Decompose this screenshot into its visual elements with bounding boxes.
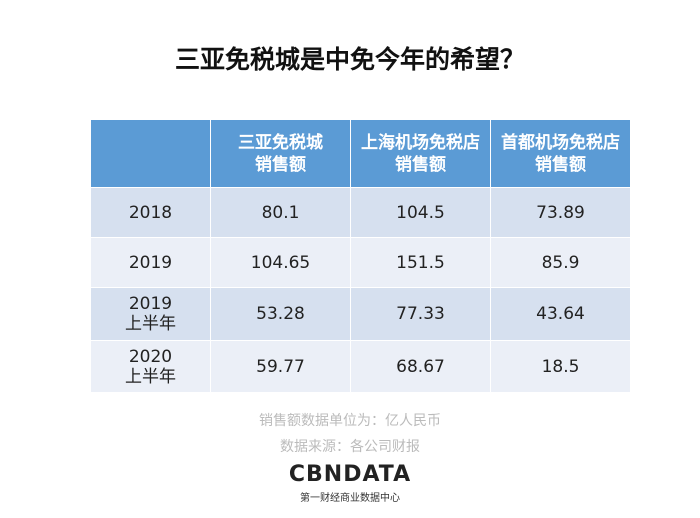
row-label-line: 上半年 bbox=[125, 366, 176, 387]
header-line: 上海机场免税店 bbox=[361, 132, 480, 153]
value-cell: 80.1 bbox=[210, 187, 351, 238]
value-cell: 18.5 bbox=[490, 340, 631, 393]
logo-tagline: 第一财经商业数据中心 bbox=[300, 493, 400, 504]
header-cell: 首都机场免税店 销售额 bbox=[490, 120, 631, 188]
value-cell: 43.64 bbox=[490, 287, 631, 341]
header-line: 销售额 bbox=[255, 154, 306, 175]
corner-cell bbox=[90, 120, 211, 188]
logo: CBNDATA bbox=[288, 462, 412, 487]
row-label: 2018 bbox=[90, 187, 211, 238]
value-cell: 53.28 bbox=[210, 287, 351, 341]
value-cell: 151.5 bbox=[350, 237, 491, 288]
row-label-line: 2020 bbox=[128, 346, 173, 367]
header-line: 三亚免税城 bbox=[238, 132, 323, 153]
value-cell: 104.65 bbox=[210, 237, 351, 288]
header-line: 销售额 bbox=[395, 154, 446, 175]
row-label-line: 2019 bbox=[128, 294, 173, 314]
table-row: 2020 上半年 59.77 68.67 18.5 bbox=[90, 340, 631, 393]
unit-note: 销售额数据单位为：亿人民币 bbox=[259, 413, 441, 429]
source-note: 数据来源：各公司财报 bbox=[280, 439, 420, 455]
value-cell: 104.5 bbox=[350, 187, 491, 238]
row-label-line: 2019 bbox=[128, 252, 173, 273]
header-cell: 上海机场免税店 销售额 bbox=[350, 120, 491, 188]
header-row: 三亚免税城 销售额 上海机场免税店 销售额 首都机场免税店 销售额 bbox=[90, 120, 631, 188]
row-label-line: 2018 bbox=[128, 202, 173, 223]
row-label-line: 上半年 bbox=[125, 314, 176, 334]
value-cell: 59.77 bbox=[210, 340, 351, 393]
table-row: 2018 80.1 104.5 73.89 bbox=[90, 187, 631, 238]
header-cell: 三亚免税城 销售额 bbox=[210, 120, 351, 188]
header-line: 首都机场免税店 bbox=[501, 132, 620, 153]
value-cell: 77.33 bbox=[350, 287, 491, 341]
row-label: 2019 上半年 bbox=[90, 287, 211, 341]
table-row: 2019 104.65 151.5 85.9 bbox=[90, 237, 631, 288]
row-label: 2019 bbox=[90, 237, 211, 288]
value-cell: 73.89 bbox=[490, 187, 631, 238]
header-line: 销售额 bbox=[535, 154, 586, 175]
value-cell: 85.9 bbox=[490, 237, 631, 288]
value-cell: 68.67 bbox=[350, 340, 491, 393]
table-row: 2019 上半年 53.28 77.33 43.64 bbox=[90, 287, 631, 341]
title: 三亚免税城是中免今年的希望？ bbox=[174, 45, 525, 74]
sales-table: 三亚免税城 销售额 上海机场免税店 销售额 首都机场免税店 销售额 2018 80.1 104… bbox=[90, 120, 631, 393]
row-label: 2020 上半年 bbox=[90, 340, 211, 393]
